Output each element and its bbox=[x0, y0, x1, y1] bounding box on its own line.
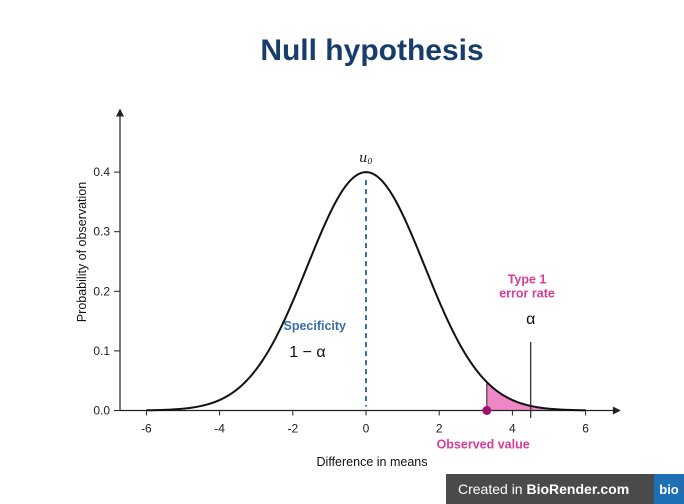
normal-curve-line bbox=[146, 171, 586, 412]
biorender-logo-icon: bio bbox=[654, 474, 684, 504]
x-tick-label: -4 bbox=[214, 422, 225, 436]
mean-label: u0 bbox=[359, 151, 372, 166]
y-axis-label: Probability of observation bbox=[75, 182, 89, 322]
biorender-badge: Created in BioRender.com bio bbox=[446, 474, 684, 504]
badge-text: Created in BioRender.com bbox=[446, 481, 629, 497]
curve-layer bbox=[146, 171, 586, 418]
specificity-label: Specificity bbox=[283, 319, 346, 333]
x-tick-label: 0 bbox=[363, 422, 370, 436]
observed-value-marker bbox=[482, 406, 492, 415]
x-axis-label: Difference in means bbox=[317, 455, 428, 469]
specificity-formula: 1 − α bbox=[289, 344, 325, 361]
observed-value-label: Observed value bbox=[437, 438, 530, 452]
mean-label-symbol: u bbox=[359, 151, 367, 166]
x-tick-label: 2 bbox=[436, 422, 443, 436]
ticks-layer: -6 -4 -2 0 2 4 6 0.0 0.1 0.2 0.3 0.4 bbox=[93, 165, 589, 435]
mean-label-subscript: 0 bbox=[367, 157, 372, 166]
type1-symbol: α bbox=[526, 311, 535, 328]
shaded-tail-area bbox=[486, 382, 586, 411]
shade-layer bbox=[486, 382, 586, 411]
y-tick-label: 0.0 bbox=[93, 404, 110, 418]
type1-label-line1: Type 1 bbox=[508, 273, 547, 287]
x-axis-arrow-icon bbox=[612, 406, 621, 415]
chart-title: Null hypothesis bbox=[260, 34, 483, 67]
type1-label-line2: error rate bbox=[499, 286, 555, 300]
y-tick-label: 0.3 bbox=[93, 225, 110, 239]
y-tick-label: 0.1 bbox=[93, 344, 110, 358]
axes-layer bbox=[116, 108, 621, 415]
x-tick-label: -6 bbox=[141, 422, 152, 436]
badge-brand: BioRender.com bbox=[526, 481, 630, 497]
badge-prefix: Created in bbox=[458, 481, 527, 497]
y-axis-arrow-icon bbox=[116, 108, 124, 117]
y-tick-label: 0.4 bbox=[93, 165, 110, 179]
x-tick-label: 6 bbox=[582, 422, 589, 436]
x-tick-label: 4 bbox=[509, 422, 516, 436]
x-tick-label: -2 bbox=[287, 422, 298, 436]
y-tick-label: 0.2 bbox=[93, 284, 110, 298]
